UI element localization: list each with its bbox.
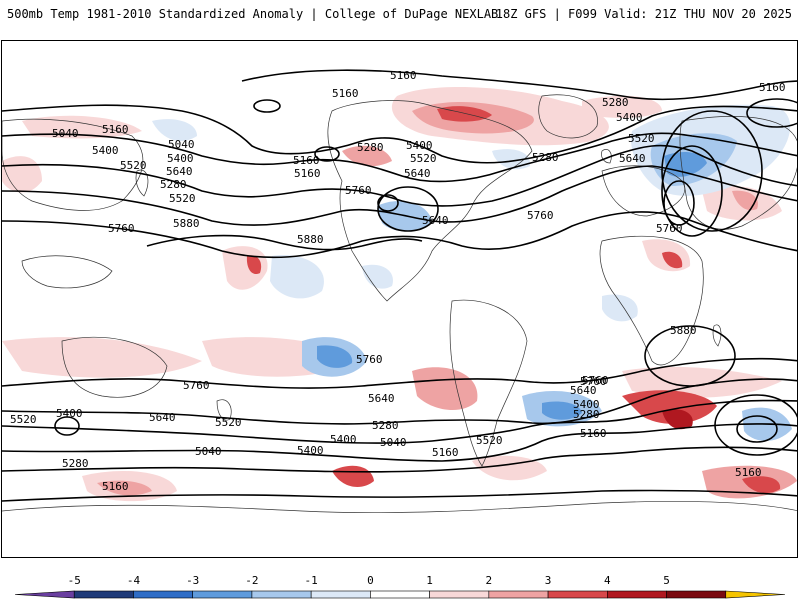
contour-label: 5760	[356, 353, 383, 366]
contour-label: 5160	[293, 154, 320, 167]
colorbar-swatch	[429, 590, 490, 599]
contour-label: 5160	[102, 480, 129, 493]
anomaly-shading	[2, 86, 797, 502]
contour-label: 5760	[527, 209, 554, 222]
colorbar-tick-label: -4	[127, 574, 141, 587]
contour-label: 5400	[56, 407, 83, 420]
contour-label: 5280	[357, 141, 384, 154]
contour-label: 5280	[573, 408, 600, 421]
colorbar-swatches	[14, 590, 786, 599]
contour-label: 5520	[628, 132, 655, 145]
contour-label: 5760	[183, 379, 210, 392]
contour-label: 5160	[759, 81, 786, 94]
colorbar-tick-label: 5	[663, 574, 670, 587]
colorbar-swatch	[310, 590, 371, 599]
contour-label: 5160	[432, 446, 459, 459]
colorbar-tick-label: -5	[68, 574, 81, 587]
colorbar-swatch	[607, 590, 667, 599]
contour-label: 5280	[602, 96, 629, 109]
contour-label: 5040	[195, 445, 222, 458]
contour-label: 5160	[332, 87, 359, 100]
contour-label: 5640	[166, 165, 193, 178]
colorbar-swatch	[725, 590, 786, 599]
contour-label: 5400	[167, 152, 194, 165]
contour-label: 5040	[168, 138, 195, 151]
contour-label: 5160	[390, 69, 417, 82]
colorbar-swatch	[370, 590, 430, 599]
contour-label: 5400	[616, 111, 643, 124]
colorbar-canvas: -5 -4 -3 -2 -1 0 1 2 3 4 5	[14, 574, 786, 599]
colorbar-swatch	[192, 590, 253, 599]
contour-label: 5880	[670, 324, 697, 337]
colorbar-swatch	[14, 590, 75, 599]
colorbar-tick-label: 0	[367, 574, 374, 587]
map-panel[interactable]: 5160 5160 5040 5160 5040 5160 5280 5400 …	[1, 40, 798, 558]
colorbar-swatch	[73, 590, 134, 599]
colorbar-tick-label: 1	[426, 574, 433, 587]
colorbar-tick-label: -3	[186, 574, 199, 587]
contour-label: 5520	[120, 159, 147, 172]
contour-label: 5760	[656, 222, 683, 235]
map-title: 500mb Temp 1981-2010 Standardized Anomal…	[7, 7, 499, 21]
colorbar-tick-label: 3	[545, 574, 552, 587]
contour-label: 5280	[372, 419, 399, 432]
colorbar-swatch	[133, 590, 193, 599]
contour-label: 5160	[102, 123, 129, 136]
contour-label: 5520	[476, 434, 503, 447]
colorbar-swatch	[547, 590, 608, 599]
contour-label: 5160	[580, 427, 607, 440]
colorbar-swatch	[666, 590, 727, 599]
contour-label: 5640	[149, 411, 176, 424]
height-contours	[2, 69, 797, 502]
contour-label: 5400	[330, 433, 357, 446]
colorbar-swatch	[251, 590, 312, 599]
contour-label: 5520	[169, 192, 196, 205]
contour-label: 5400	[297, 444, 324, 457]
map-canvas: 5160 5160 5040 5160 5040 5160 5280 5400 …	[2, 69, 797, 514]
contour-label: 5760	[582, 374, 609, 387]
map-header: 500mb Temp 1981-2010 Standardized Anomal…	[0, 0, 800, 30]
contour-label: 5280	[62, 457, 89, 470]
model-run-info: 18Z GFS | F099 Valid: 21Z THU NOV 20 202…	[495, 7, 792, 21]
contour-label: 5640	[404, 167, 431, 180]
contour-label: 5400	[573, 398, 600, 411]
contour-label: 5640	[422, 214, 449, 227]
color-scale: -5 -4 -3 -2 -1 0 1 2 3 4 5	[0, 570, 800, 600]
contour-label: 5760	[108, 222, 135, 235]
contour-label: 5160	[735, 466, 762, 479]
colorbar-tick-label: -2	[245, 574, 258, 587]
contour-label: 5040	[380, 436, 407, 449]
contour-label: 5640	[619, 152, 646, 165]
contour-label: 5400	[406, 139, 433, 152]
contour-label: 5880	[297, 233, 324, 246]
contour-label: 5520	[10, 413, 37, 426]
colorbar-swatch	[488, 590, 549, 599]
contour-label: 5280	[160, 178, 187, 191]
contour-labels: 5160 5160 5040 5160 5040 5160 5280 5400 …	[10, 69, 786, 493]
contour-label: 5640	[570, 384, 597, 397]
contour-label: 5280	[532, 151, 559, 164]
contour-label: 5160	[294, 167, 321, 180]
contour-label: 5040	[52, 127, 79, 140]
colorbar-tick-label: -1	[305, 574, 318, 587]
colorbar-labels: -5 -4 -3 -2 -1 0 1 2 3 4 5	[68, 574, 670, 587]
contour-label: 5760	[345, 184, 372, 197]
contour-label: 5640	[368, 392, 395, 405]
colorbar-tick-label: 2	[486, 574, 493, 587]
contour-label: 5520	[410, 152, 437, 165]
contour-label: 5400	[92, 144, 119, 157]
contour-label: 5760	[580, 375, 607, 388]
colorbar-tick-label: 4	[604, 574, 611, 587]
contour-label: 5880	[173, 217, 200, 230]
contour-label: 5520	[215, 416, 242, 429]
